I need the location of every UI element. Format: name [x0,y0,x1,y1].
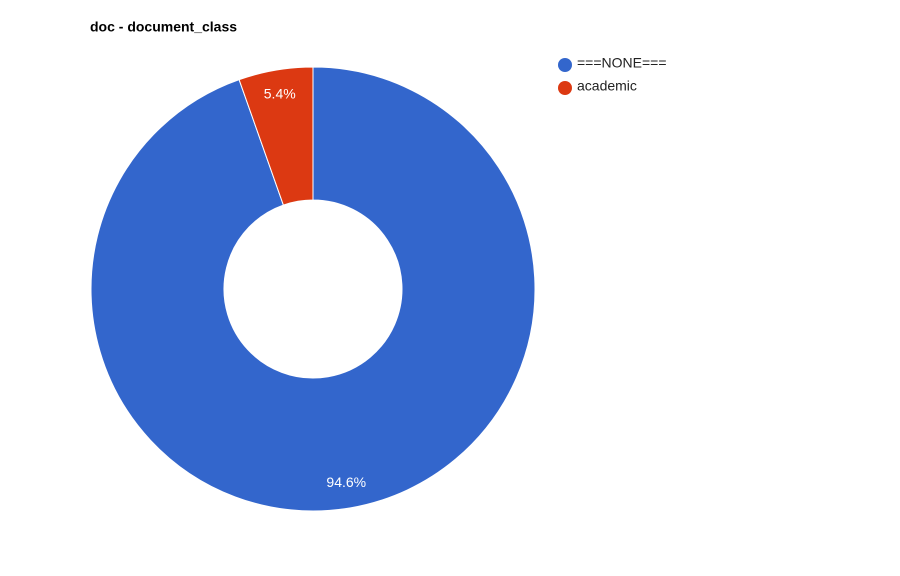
legend-marker [558,81,572,95]
donut-slice [238,66,314,206]
donut-slice [90,66,536,512]
legend-label: ===NONE=== [577,55,667,71]
chart-title: doc - document_class [90,19,237,35]
legend-label: academic [577,78,637,94]
slice-label: 5.4% [264,86,296,102]
slice-label: 94.6% [326,474,366,490]
legend-marker [558,58,572,72]
